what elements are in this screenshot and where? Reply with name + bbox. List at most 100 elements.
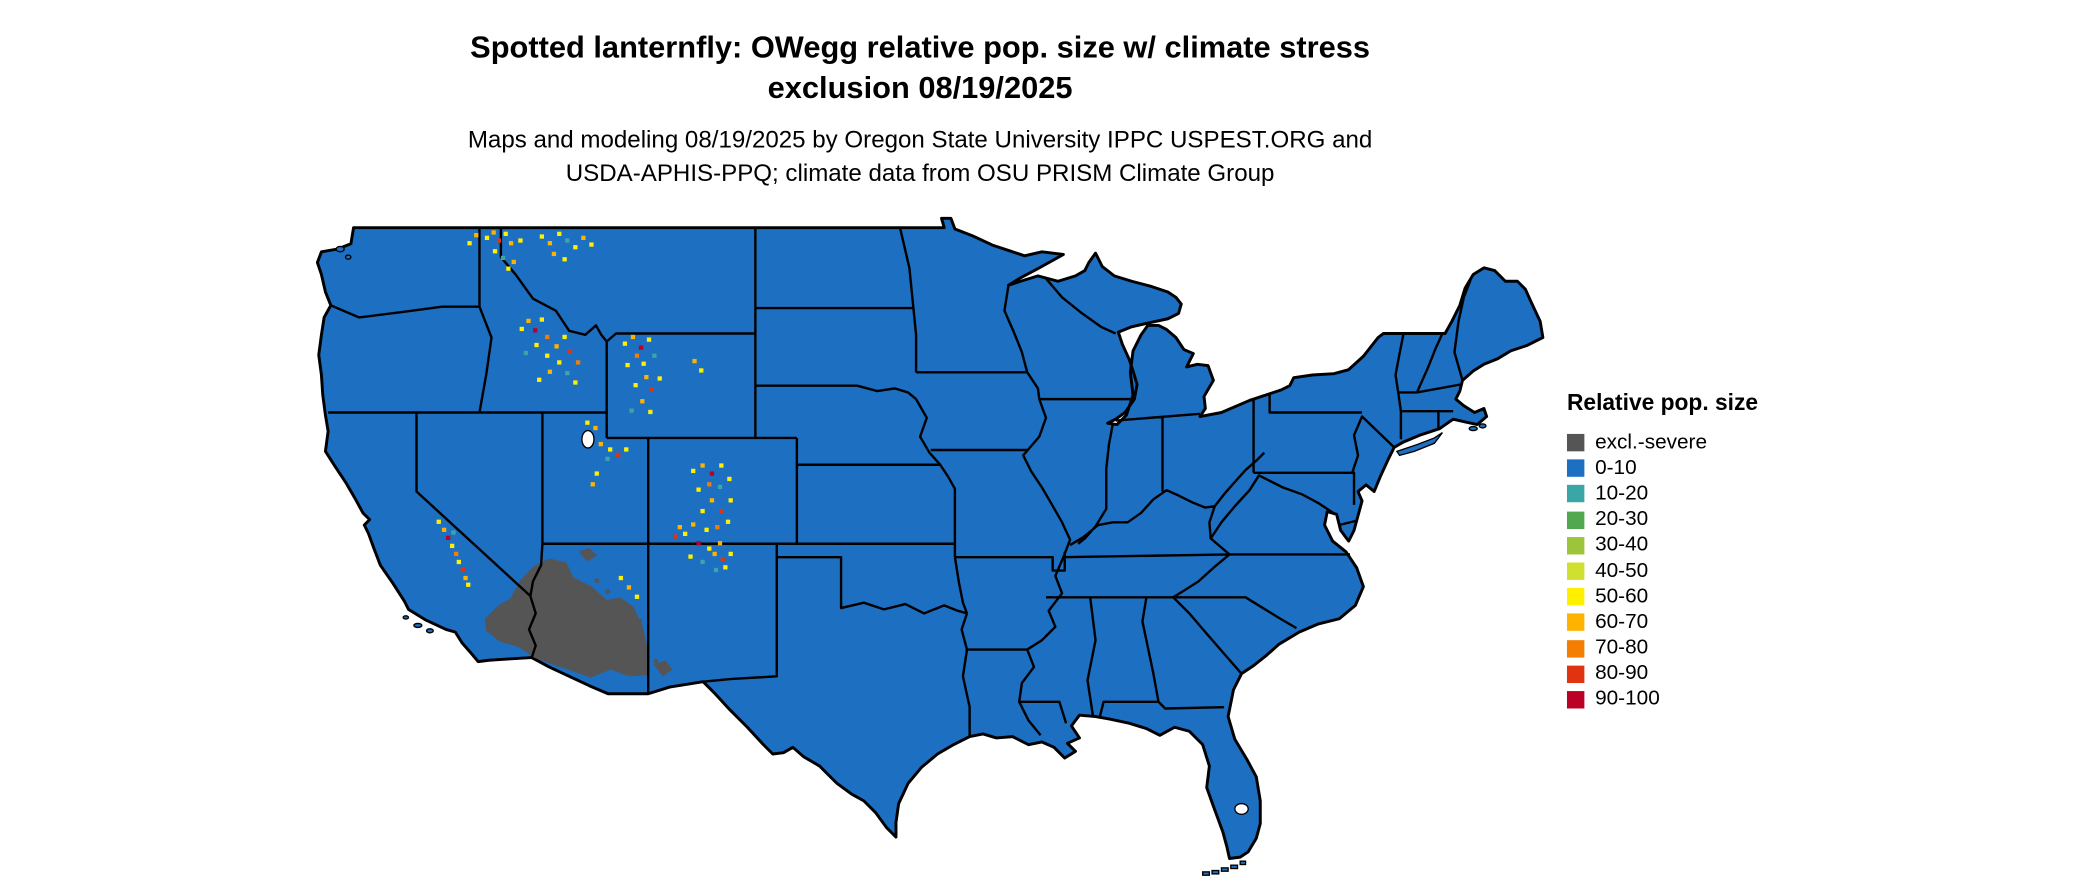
map-speckle [633,383,638,388]
map-speckle [673,534,678,539]
map-speckle [646,337,652,342]
legend-item: 90-100 [1566,687,1758,713]
map-speckle [539,234,545,239]
map-speckle [624,447,629,452]
map-speckle [565,238,570,243]
map-speckle [508,241,514,246]
map-speckle [441,527,447,532]
chart-title: Spotted lanternfly: OWegg relative pop. … [0,27,1840,107]
map-speckle [467,241,472,246]
legend-label: 10-20 [1595,482,1649,505]
legend-swatch [1566,562,1585,580]
legend-label: 0-10 [1595,456,1637,480]
map-speckle [575,360,581,365]
legend-item: 70-80 [1566,635,1758,661]
legend-items: excl.-severe 0-10 10-20 20-30 30-40 40-50 50-6… [1566,430,1758,713]
legend-item: 50-60 [1566,584,1758,610]
map-speckle [557,231,562,236]
map-speckle [492,249,498,254]
map-speckle [565,370,570,376]
map-speckle [545,353,550,358]
legend-item: 30-40 [1566,533,1758,559]
map-speckle [720,557,725,562]
legend: Relative pop. size excl.-severe 0-10 10-20… [1566,390,1758,713]
lake-okeechobee [1234,802,1249,815]
legend-label: 70-80 [1595,636,1649,660]
map-speckle [629,609,634,614]
map-speckle [652,353,657,358]
us-outline [315,216,1545,860]
legend-swatch [1566,511,1585,529]
map-speckle [618,575,624,581]
map-speckle [725,519,731,524]
map-speckle [589,242,594,247]
legend-swatch [1566,485,1585,503]
map-speckle [699,368,704,373]
map-speckle [581,235,586,241]
map-speckle [622,341,628,346]
map-speckle [451,530,456,535]
map-speckle [551,251,557,257]
map-speckle [691,522,696,527]
map-speckle [547,369,553,374]
map-speckle [585,420,590,425]
map-speckle [630,334,636,340]
legend-item: 60-70 [1566,610,1758,636]
map-speckle [717,541,723,546]
islands [335,245,1487,876]
map-speckle [594,578,599,583]
map-speckle [454,551,459,557]
map-speckle [616,452,621,457]
map-speckle [511,259,516,265]
map-speckle [593,425,598,431]
florida-keys [1230,864,1239,870]
chart-title-line2: exclusion 08/19/2025 [767,69,1073,105]
legend-swatch [1566,536,1585,555]
map-speckle [727,476,732,482]
chart-title-line1: Spotted lanternfly: OWegg relative pop. … [470,29,1371,65]
map-speckle [707,482,712,487]
map-speckle [692,358,697,364]
map-speckle [506,266,511,271]
map-speckle [537,377,542,382]
map-speckle [691,468,696,474]
map-speckle [626,585,632,590]
map-speckle [598,441,603,447]
map-speckle [605,456,610,461]
legend-label: excl.-severe [1595,430,1708,454]
map-speckle [648,409,653,415]
map-speckle [562,334,567,340]
map-speckle [700,559,705,565]
map-speckle [677,525,682,530]
legend-item: 10-20 [1566,481,1758,507]
map-speckle [463,575,468,581]
map-speckle [557,360,562,365]
map-speckle [660,669,665,674]
legend-label: 50-60 [1595,584,1649,608]
map-speckle [573,245,578,250]
legend-swatch [1566,613,1585,632]
florida-keys [1220,867,1229,872]
map-speckle [641,361,646,366]
legend-item: 80-90 [1566,661,1758,687]
map-speckle [534,342,539,348]
map-speckle [539,317,545,322]
map-speckle [696,541,701,546]
great-salt-lake [581,429,595,449]
legend-swatch [1566,434,1585,452]
legend-item: 0-10 [1566,456,1758,482]
map-speckle [460,567,466,573]
map-speckle [533,328,538,333]
map-speckle [562,257,567,262]
legend-swatch [1566,639,1585,658]
map-speckle [594,471,599,476]
map-speckle [450,543,455,549]
map-speckle [709,471,715,476]
legend-swatch [1566,665,1585,683]
map-speckle [644,375,649,380]
map-speckle [629,408,634,413]
map-speckle [728,551,733,557]
map-speckle [657,376,662,381]
